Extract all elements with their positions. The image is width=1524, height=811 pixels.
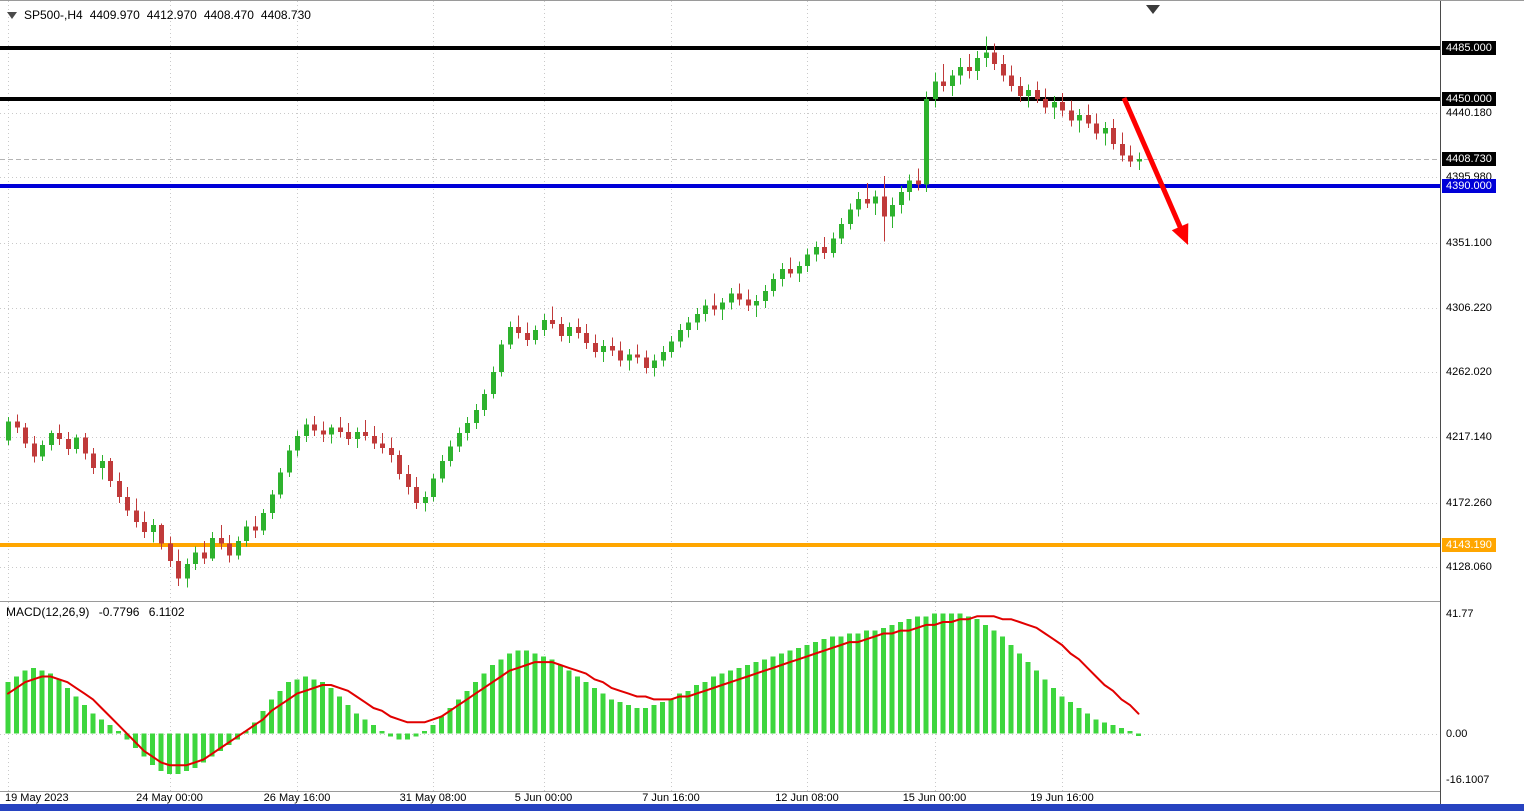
time-axis-label: 19 May 2023 — [5, 792, 69, 804]
price-tick-label: 4128.060 — [1446, 560, 1492, 573]
macd-value: -0.7796 — [98, 605, 140, 619]
trend-arrow[interactable] — [1171, 223, 1189, 245]
time-axis[interactable]: 19 May 2023 24 May 00:00 26 May 16:00 31 Ma… — [0, 792, 1440, 804]
price-level-label: 4143.190 — [1442, 537, 1496, 552]
price-tick-label: 4440.180 — [1446, 107, 1492, 120]
symbol-info: SP500-,H4 4409.970 4412.970 4408.470 440… — [7, 8, 318, 22]
price-level-label: 4390.000 — [1442, 179, 1496, 194]
indicator-tick-label: -16.1007 — [1446, 773, 1490, 786]
price-tick-label: 4217.140 — [1446, 431, 1492, 444]
time-axis-label: 24 May 00:00 — [136, 792, 203, 804]
quote-high: 4412.970 — [146, 8, 197, 22]
macd-indicator-pane[interactable]: MACD(12,26,9) -0.7796 6.1102 — [0, 602, 1440, 792]
price-level-label: 4408.730 — [1442, 151, 1496, 166]
quote-close: 4408.730 — [260, 8, 311, 22]
price-level-label: 4450.000 — [1442, 91, 1496, 106]
time-axis-label: 19 Jun 16:00 — [1030, 792, 1094, 804]
indicator-tick-label: 0.00 — [1446, 727, 1468, 740]
time-axis-label: 12 Jun 08:00 — [775, 792, 839, 804]
price-tick-label: 4351.100 — [1446, 236, 1492, 249]
price-tick-label: 4262.020 — [1446, 366, 1492, 379]
indicator-tick-label: 41.77 — [1446, 608, 1474, 621]
time-axis-label: 31 May 08:00 — [399, 792, 467, 804]
price-level-label: 4485.000 — [1442, 40, 1496, 55]
time-axis-label: 15 Jun 00:00 — [902, 792, 967, 804]
price-tick-label: 4306.220 — [1446, 301, 1492, 314]
scroll-anchor-icon[interactable] — [1146, 5, 1160, 14]
time-axis-label: 7 Jun 16:00 — [642, 792, 700, 804]
price-tick-label: 4172.260 — [1446, 496, 1492, 509]
symbol-dropdown-icon[interactable] — [7, 12, 17, 19]
time-axis-label: 5 Jun 00:00 — [514, 792, 573, 804]
macd-canvas[interactable] — [0, 602, 1440, 791]
bottom-window-strip — [0, 804, 1524, 811]
symbol-timeframe-label: SP500-,H4 — [24, 8, 83, 22]
macd-name: MACD(12,26,9) — [6, 605, 90, 619]
macd-signal-value: 6.1102 — [148, 605, 185, 619]
price-chart-canvas[interactable] — [0, 1, 1440, 601]
quote-low: 4408.470 — [203, 8, 254, 22]
quote-open: 4409.970 — [89, 8, 140, 22]
price-chart-pane[interactable]: SP500-,H4 4409.970 4412.970 4408.470 440… — [0, 1, 1440, 602]
price-axis[interactable]: 4440.180 4395.980 4351.100 4306.220 4262.020… — [1440, 1, 1524, 804]
time-axis-label: 26 May 16:00 — [263, 792, 331, 804]
macd-indicator-label: MACD(12,26,9) -0.7796 6.1102 — [6, 605, 191, 619]
